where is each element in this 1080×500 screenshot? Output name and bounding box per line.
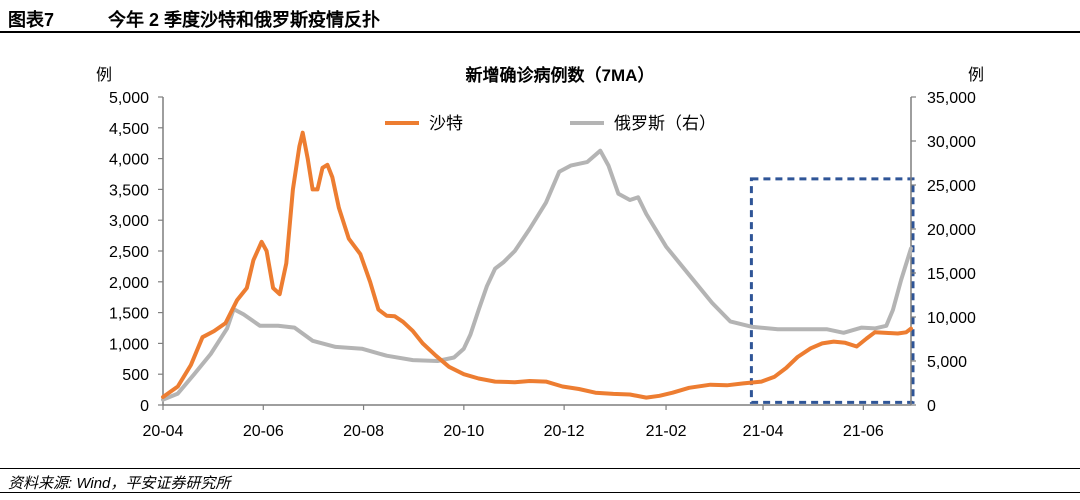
left-tick-label: 3,500	[109, 182, 149, 199]
x-tick-label: 21-02	[646, 423, 687, 440]
figure-number: 图表7	[8, 10, 55, 30]
footer-rule	[0, 468, 1080, 469]
header-rule	[0, 31, 1080, 33]
left-tick-label: 0	[140, 398, 149, 415]
x-tick-label: 20-08	[343, 423, 384, 440]
figure-title: 今年 2 季度沙特和俄罗斯疫情反扑	[108, 10, 381, 30]
x-tick-label: 20-12	[544, 423, 585, 440]
legend-russia-label: 俄罗斯（右）	[614, 114, 716, 133]
left-tick-label: 4,500	[109, 121, 149, 138]
left-tick-label: 5,000	[109, 90, 149, 107]
plot-area	[749, 177, 915, 404]
axes: 0 500 1,000 1,500 2,000 2,500 3,000 3,500 4,000 4…	[109, 90, 976, 440]
left-tick-label: 1,000	[109, 336, 149, 353]
footer-rule-bottom	[0, 492, 1080, 493]
figure-header: 图表7 今年 2 季度沙特和俄罗斯疫情反扑	[0, 0, 1080, 38]
highlight-box	[749, 177, 915, 404]
x-tick-label: 20-04	[143, 423, 184, 440]
right-tick-label: 0	[927, 398, 936, 415]
legend: 沙特 俄罗斯（右）	[385, 114, 716, 133]
legend-saudi-label: 沙特	[429, 114, 463, 133]
right-tick-label: 20,000	[927, 222, 976, 239]
x-tick-label: 21-04	[743, 423, 784, 440]
left-tick-label: 2,000	[109, 275, 149, 292]
right-tick-label: 30,000	[927, 134, 976, 151]
source-note: 资料来源: Wind，平安证券研究所	[8, 475, 231, 492]
chart-title: 新增确诊病例数（7MA）	[466, 65, 655, 85]
left-tick-label: 1,500	[109, 306, 149, 323]
x-tick-label: 20-10	[443, 423, 484, 440]
chart: 0 500 1,000 1,500 2,000 2,500 3,000 3,500 4,000 4…	[96, 65, 984, 440]
left-tick-label: 2,500	[109, 244, 149, 261]
right-tick-label: 5,000	[927, 354, 967, 371]
right-tick-label: 10,000	[927, 310, 976, 327]
left-axis-unit: 例	[96, 66, 112, 84]
series-line-saudi	[161, 130, 913, 400]
x-tick-label: 20-06	[243, 423, 284, 440]
left-tick-label: 3,000	[109, 213, 149, 230]
right-tick-label: 35,000	[927, 90, 976, 107]
left-tick-label: 500	[122, 367, 149, 384]
right-axis-unit: 例	[968, 66, 984, 84]
right-tick-label: 25,000	[927, 178, 976, 195]
right-tick-label: 15,000	[927, 266, 976, 283]
x-tick-label: 21-06	[843, 423, 884, 440]
left-tick-label: 4,000	[109, 152, 149, 169]
series-layer	[161, 130, 913, 402]
series-line-russia	[161, 148, 913, 402]
